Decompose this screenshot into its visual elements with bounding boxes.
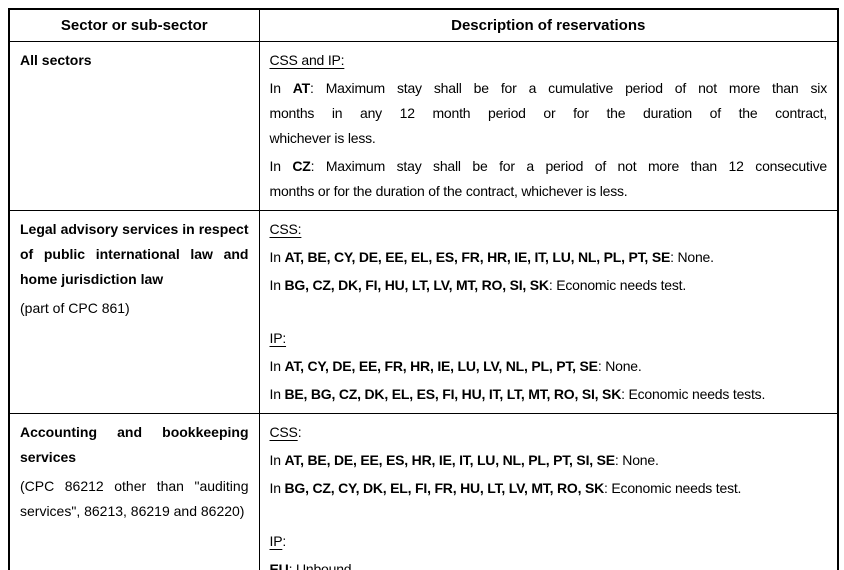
underlined-heading: IP:: [269, 329, 287, 346]
reservations-table: Sector or sub-sector Description of rese…: [8, 8, 839, 570]
country-codes: BG, CZ, CY, DK, EL, FI, FR, HU, LT, LV, …: [284, 479, 605, 496]
underlined-heading: IP: [269, 532, 283, 549]
text-run: : Unbound.: [288, 560, 356, 570]
description-line: CSS:: [270, 217, 828, 242]
text-run: : None.: [597, 357, 642, 374]
text-run: : Economic needs test.: [548, 276, 687, 293]
description-line: months in any 12 month period or for the…: [270, 101, 828, 126]
text-run: In: [269, 276, 285, 293]
description-line: IP:: [270, 326, 828, 351]
underlined-heading: CSS:: [269, 220, 302, 237]
text-run: In: [269, 451, 285, 468]
text-run: :: [282, 532, 287, 549]
sector-cell: All sectors: [8, 40, 260, 211]
country-codes: AT: [292, 79, 311, 96]
sector-title: Legal advisory services in respect of pu…: [20, 220, 249, 287]
header-row: Sector or sub-sector Description of rese…: [8, 8, 839, 42]
sector-cell: Legal advisory services in respect of pu…: [8, 209, 260, 414]
text-run: : None.: [614, 451, 659, 468]
text-run: In: [269, 157, 293, 174]
description-line: CSS:: [270, 420, 828, 445]
text-run: In: [269, 357, 285, 374]
sector-cell: Accounting and bookkeeping services (CPC …: [8, 412, 260, 570]
text-run: : Economic needs tests.: [621, 385, 766, 402]
country-codes: AT, CY, DE, EE, FR, HR, IE, LU, LV, NL, …: [284, 357, 598, 374]
col-header-description: Description of reservations: [258, 8, 839, 42]
country-codes: EU: [269, 560, 289, 570]
description-line: months or for the duration of the contra…: [270, 179, 828, 204]
description-line: In BE, BG, CZ, DK, EL, ES, FI, HU, IT, L…: [270, 382, 828, 407]
country-codes: BG, CZ, DK, FI, HU, LT, LV, MT, RO, SI, …: [284, 276, 549, 293]
table-row: Legal advisory services in respect of pu…: [8, 209, 839, 414]
country-codes: CZ: [292, 157, 311, 174]
description-line: In AT: Maximum stay shall be for a cumul…: [270, 76, 828, 101]
text-run: : Economic needs test.: [604, 479, 742, 496]
description-line: In AT, CY, DE, EE, FR, HR, IE, LU, LV, N…: [270, 354, 828, 379]
country-codes: BE, BG, CZ, DK, EL, ES, FI, HU, IT, LT, …: [284, 385, 622, 402]
col-header-sector: Sector or sub-sector: [8, 8, 260, 42]
text-run: whichever is less.: [269, 129, 376, 146]
text-run: months or for the duration of the contra…: [269, 182, 628, 199]
description-line: In BG, CZ, CY, DK, EL, FI, FR, HU, LT, L…: [270, 476, 828, 501]
underlined-heading: CSS: [269, 423, 298, 440]
description-cell: CSS and IP: In AT: Maximum stay shall be …: [258, 40, 839, 211]
sector-title: All sectors: [20, 51, 92, 68]
sector-title: Accounting and bookkeeping services: [20, 423, 249, 465]
description-line: IP:: [270, 529, 828, 554]
description-line: In AT, BE, CY, DE, EE, EL, ES, FR, HR, I…: [270, 245, 828, 270]
description-line: In CZ: Maximum stay shall be for a perio…: [270, 154, 828, 179]
text-run: : Maximum stay shall be for a cumulative…: [310, 79, 827, 96]
description-line: whichever is less.: [270, 126, 828, 151]
text-run: :: [297, 423, 302, 440]
text-run: months in any 12 month period or for the…: [269, 104, 828, 121]
description-cell: CSS: In AT, BE, CY, DE, EE, EL, ES, FR, H…: [258, 209, 839, 414]
description-cell: CSS: In AT, BE, DE, EE, ES, HR, IE, IT, L…: [258, 412, 839, 570]
text-run: : None.: [670, 248, 714, 265]
description-line: EU: Unbound.: [270, 557, 828, 570]
description-line: In AT, BE, DE, EE, ES, HR, IE, IT, LU, N…: [270, 448, 828, 473]
underlined-heading: CSS and IP:: [269, 51, 345, 68]
table-row: Accounting and bookkeeping services (CPC …: [8, 412, 839, 570]
country-codes: AT, BE, DE, EE, ES, HR, IE, IT, LU, NL, …: [284, 451, 615, 468]
text-run: In: [269, 479, 285, 496]
text-run: In: [269, 385, 285, 402]
text-run: : Maximum stay shall be for a period of …: [310, 157, 828, 174]
sector-note: (part of CPC 861): [20, 299, 130, 316]
text-run: In: [269, 79, 293, 96]
description-line: In BG, CZ, DK, FI, HU, LT, LV, MT, RO, S…: [270, 273, 828, 298]
text-run: In: [269, 248, 285, 265]
country-codes: AT, BE, CY, DE, EE, EL, ES, FR, HR, IE, …: [284, 248, 671, 265]
description-line: CSS and IP:: [270, 48, 828, 73]
sector-note: (CPC 86212 other than "auditing services…: [20, 477, 249, 519]
table-row: All sectors CSS and IP: In AT: Maximum sta…: [8, 40, 839, 211]
